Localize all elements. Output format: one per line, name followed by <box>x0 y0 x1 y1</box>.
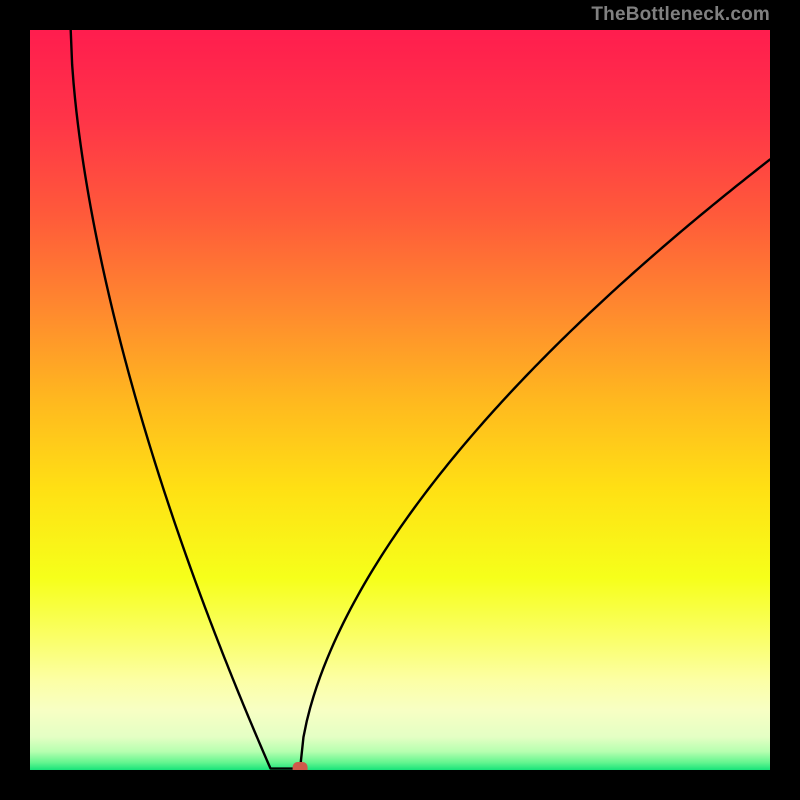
valley-marker <box>293 762 308 770</box>
watermark-text: TheBottleneck.com <box>591 4 770 26</box>
gradient-background <box>30 30 770 770</box>
chart-svg <box>30 30 770 770</box>
plot-area <box>30 30 770 770</box>
